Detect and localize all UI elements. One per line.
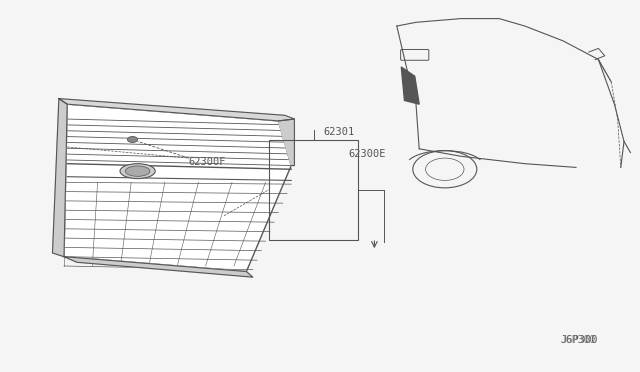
Text: 62300F: 62300F [189,157,227,167]
Ellipse shape [120,164,155,179]
Polygon shape [59,99,294,121]
Text: 62301: 62301 [323,127,355,137]
Text: 62300E: 62300E [349,150,387,159]
Polygon shape [64,257,253,277]
Polygon shape [278,119,294,166]
Circle shape [127,137,138,142]
Polygon shape [401,67,419,104]
Polygon shape [64,104,291,272]
Polygon shape [52,99,67,257]
Ellipse shape [125,166,150,176]
Text: J6P300: J6P300 [560,336,595,345]
Text: J6P300: J6P300 [560,336,598,345]
